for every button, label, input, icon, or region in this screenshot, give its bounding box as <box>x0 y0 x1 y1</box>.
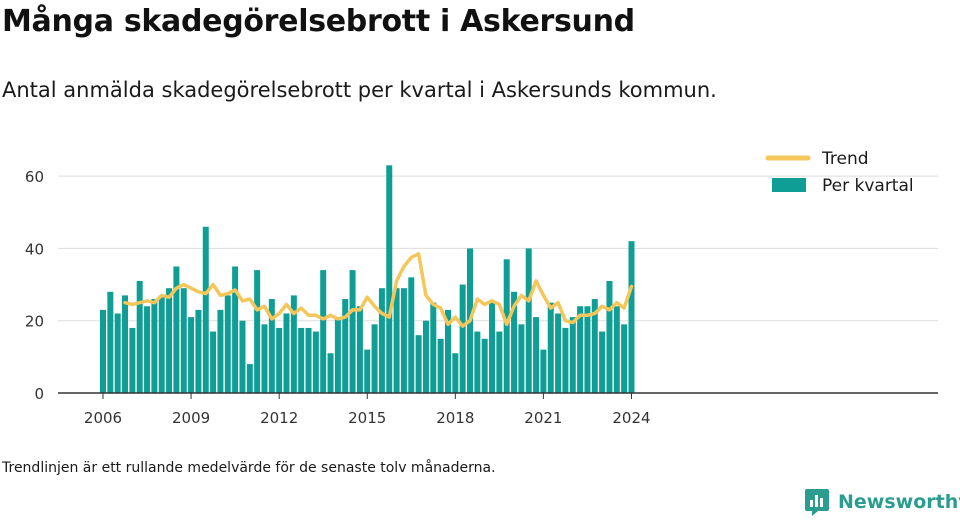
bar <box>334 317 341 393</box>
gridlines <box>58 175 938 322</box>
trend-line <box>123 252 634 328</box>
bar <box>254 270 261 393</box>
bar <box>489 302 496 393</box>
bar <box>349 270 356 393</box>
bar-series <box>100 165 635 393</box>
trend-series <box>123 252 634 328</box>
bar <box>452 353 459 393</box>
bar <box>547 302 554 393</box>
bar <box>496 331 503 393</box>
bar <box>239 320 246 393</box>
bar <box>577 306 584 393</box>
bar <box>364 349 371 393</box>
bar <box>628 241 635 393</box>
bar <box>518 324 525 393</box>
bar <box>613 306 620 393</box>
bar <box>305 327 312 393</box>
legend: Trend Per kvartal <box>765 149 914 196</box>
bar <box>210 331 217 393</box>
y-tick-label: 40 <box>25 240 44 258</box>
bar <box>290 295 297 393</box>
bar <box>188 317 195 393</box>
bar <box>129 327 136 393</box>
bar <box>400 288 407 393</box>
bar <box>180 288 187 393</box>
bar <box>459 284 466 393</box>
bar <box>202 226 209 393</box>
bar <box>437 338 444 393</box>
legend-trend-label: Trend <box>821 149 869 169</box>
bar <box>555 313 562 393</box>
bar <box>474 331 481 393</box>
chart-area: 0 20 40 60 2006 2009 2012 2015 2018 2021 2024 Tren… <box>25 149 938 427</box>
bar <box>584 306 591 393</box>
x-tick-label: 2015 <box>348 409 386 427</box>
bar <box>562 327 569 393</box>
bar <box>386 165 393 393</box>
bar <box>166 288 173 393</box>
bar <box>599 331 606 393</box>
bar <box>195 309 202 393</box>
brand-logo[interactable]: Newsworthy <box>804 487 960 517</box>
bar <box>621 324 628 393</box>
bar <box>100 309 106 393</box>
bar <box>261 324 268 393</box>
bar <box>408 277 415 393</box>
bar <box>569 317 576 393</box>
bar <box>158 295 165 393</box>
bar <box>122 295 129 393</box>
bar <box>342 299 349 393</box>
bar <box>144 306 151 393</box>
bar <box>217 309 224 393</box>
y-tick-label: 60 <box>25 168 44 186</box>
bar <box>393 288 400 393</box>
bar <box>606 280 613 393</box>
bar <box>444 309 451 393</box>
bar <box>422 320 429 393</box>
bar <box>525 248 532 393</box>
bar <box>481 338 488 393</box>
brand-name: Newsworthy <box>838 491 960 513</box>
legend-bar-swatch <box>772 178 806 192</box>
bar <box>224 295 231 393</box>
x-tick-label: 2006 <box>84 409 122 427</box>
x-tick-label: 2018 <box>436 409 474 427</box>
bar <box>298 327 305 393</box>
legend-bar-label: Per kvartal <box>822 176 914 196</box>
footnote: Trendlinjen är ett rullande medelvärde f… <box>2 460 496 476</box>
x-tick-label: 2024 <box>612 409 650 427</box>
bar <box>107 291 114 393</box>
bar <box>114 313 121 393</box>
bar <box>533 317 540 393</box>
bar <box>136 280 143 393</box>
bar <box>268 299 275 393</box>
bar <box>312 331 319 393</box>
bar <box>151 299 158 393</box>
bar <box>320 270 327 393</box>
bar <box>415 335 422 393</box>
y-tick-label: 0 <box>34 385 44 403</box>
bar <box>356 306 363 393</box>
chart-subtitle: Antal anmälda skadegörelsebrott per kvar… <box>2 78 717 102</box>
bar <box>540 349 547 393</box>
bar <box>503 259 510 393</box>
bar <box>283 313 290 393</box>
bar <box>246 364 253 393</box>
newsworthy-logo-icon <box>805 489 829 516</box>
bar <box>327 353 334 393</box>
bar <box>371 324 378 393</box>
bar <box>232 266 239 393</box>
bar <box>276 327 283 393</box>
x-tick-label: 2012 <box>260 409 298 427</box>
axes: 0 20 40 60 2006 2009 2012 2015 2018 2021 2024 <box>25 168 938 427</box>
chart-title: Många skadegörelsebrott i Askersund <box>2 4 635 39</box>
x-tick-label: 2021 <box>524 409 562 427</box>
x-tick-label: 2009 <box>172 409 210 427</box>
bar <box>591 299 598 393</box>
bar <box>430 302 437 393</box>
bar <box>173 266 180 393</box>
y-tick-label: 20 <box>25 313 44 331</box>
bar <box>378 288 385 393</box>
bar <box>511 291 518 393</box>
